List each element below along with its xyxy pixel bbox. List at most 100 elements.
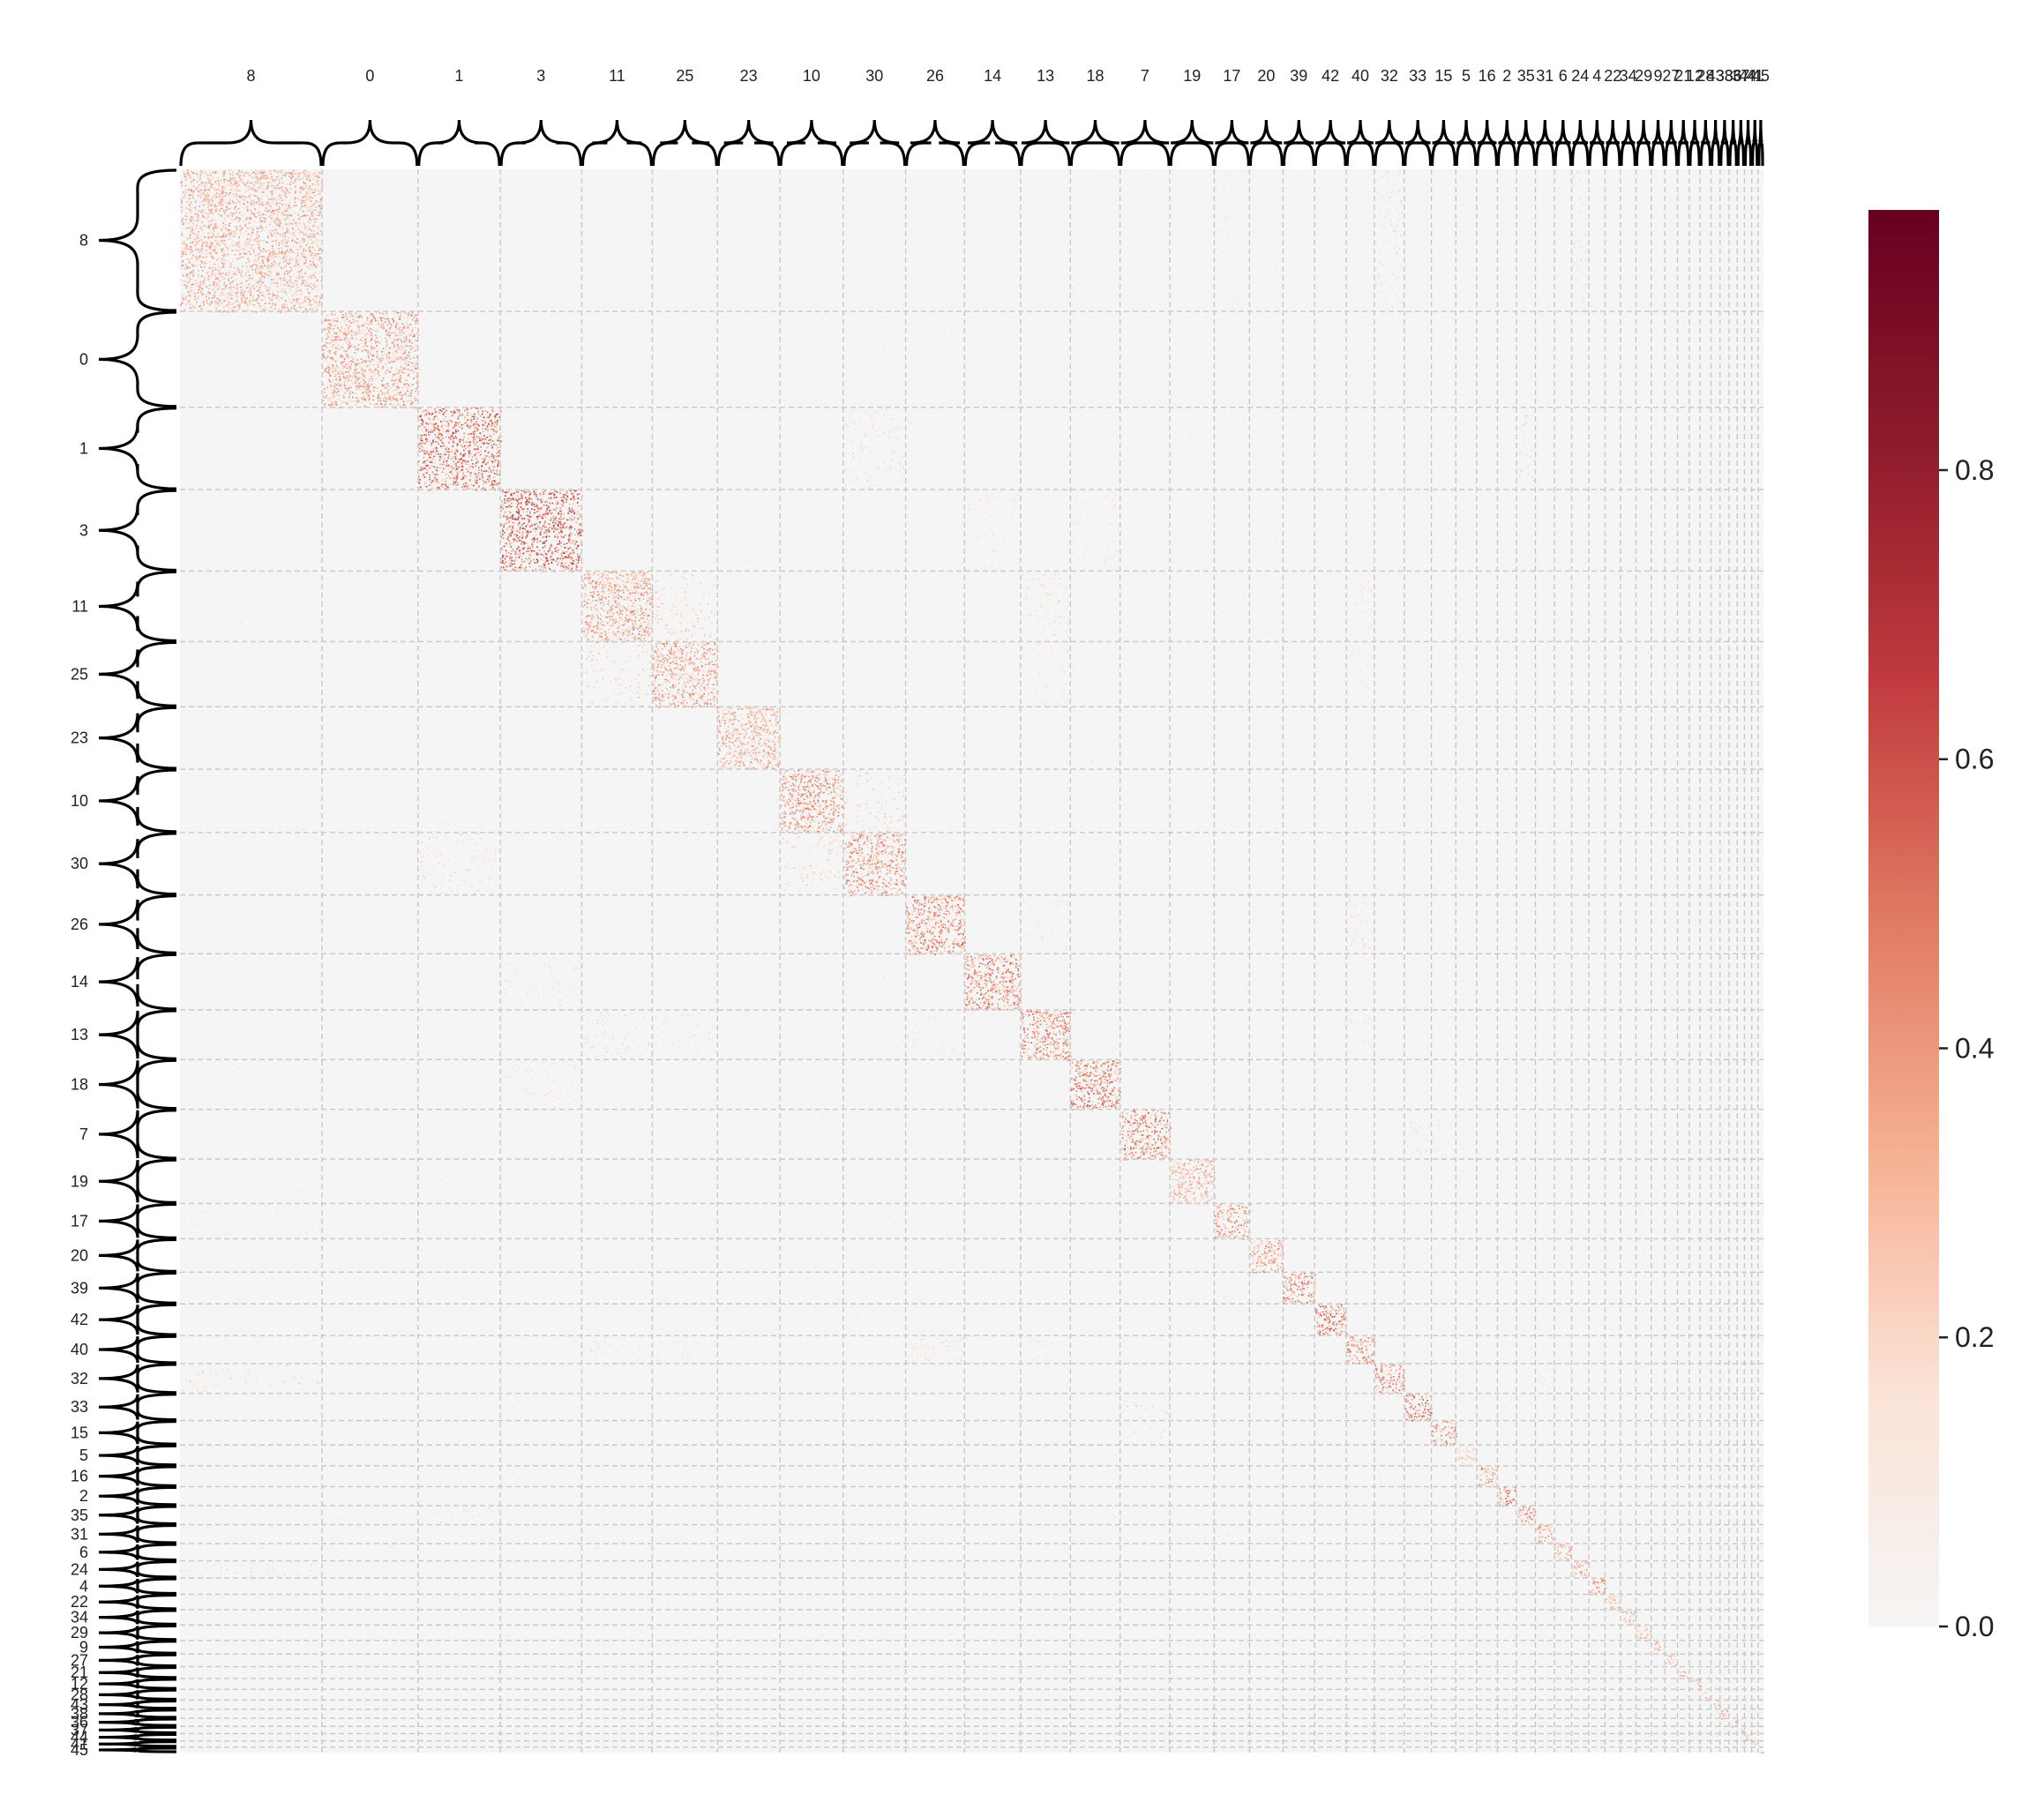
heatmap-cell	[266, 236, 269, 237]
heatmap-cell	[251, 296, 254, 298]
heatmap-cell	[463, 475, 465, 477]
heatmap-cell	[201, 270, 204, 272]
heatmap-cell	[346, 353, 348, 355]
heatmap-cell	[314, 237, 317, 239]
heatmap-cell	[351, 356, 353, 358]
heatmap-cell	[194, 201, 197, 204]
heatmap-cell	[197, 176, 198, 178]
heatmap-cell	[472, 430, 475, 433]
heatmap-cell	[364, 335, 366, 337]
heatmap-cell	[425, 422, 428, 424]
heatmap-cell	[281, 280, 283, 282]
heatmap-cell	[198, 295, 199, 297]
heatmap-cell	[363, 382, 366, 385]
heatmap-cell	[408, 313, 409, 316]
heatmap-cell	[394, 378, 397, 381]
heatmap-cell	[313, 191, 315, 194]
heatmap-cell	[301, 284, 303, 286]
heatmap-cell	[351, 360, 353, 362]
heatmap-cell	[438, 482, 439, 484]
heatmap-cell	[236, 195, 238, 198]
heatmap-cell	[317, 244, 318, 246]
heatmap-cell	[304, 205, 306, 206]
heatmap-cell	[336, 335, 339, 338]
heatmap-cell	[371, 334, 372, 337]
heatmap-cell	[263, 183, 265, 184]
heatmap-cell	[438, 412, 440, 414]
heatmap-cell	[451, 450, 453, 452]
heatmap-cell	[359, 339, 362, 341]
heatmap-cell	[278, 250, 280, 252]
heatmap-cell	[220, 265, 222, 268]
heatmap-cell	[225, 209, 228, 211]
heatmap-cell	[399, 378, 401, 381]
heatmap-cell	[317, 303, 319, 305]
heatmap-cell	[391, 400, 393, 402]
heatmap-cell	[245, 253, 247, 255]
heatmap-cell	[367, 351, 370, 354]
heatmap-cell	[266, 177, 268, 179]
heatmap-cell	[473, 418, 475, 420]
heatmap-cell	[251, 228, 253, 231]
heatmap-cell	[378, 312, 381, 314]
heatmap-cell	[353, 332, 355, 334]
heatmap-cell	[273, 228, 275, 231]
heatmap-cell	[313, 274, 315, 277]
heatmap-cell	[276, 213, 279, 216]
heatmap-cell	[200, 211, 202, 213]
heatmap-cell	[285, 306, 287, 308]
heatmap-cell	[233, 231, 235, 233]
heatmap-cell	[297, 252, 299, 255]
heatmap-cell	[383, 327, 385, 330]
heatmap-cell	[273, 169, 276, 171]
heatmap-cell	[211, 253, 213, 255]
heatmap-cell	[333, 369, 335, 371]
heatmap-cell	[302, 203, 304, 205]
heatmap-cell	[221, 187, 223, 190]
heatmap-cell	[261, 256, 263, 258]
heatmap-cell	[195, 249, 197, 251]
heatmap-cell	[473, 428, 475, 430]
heatmap-cell	[375, 334, 377, 337]
heatmap-cell	[206, 216, 207, 218]
heatmap-cell	[284, 283, 287, 286]
heatmap-cell	[319, 258, 321, 259]
heatmap-cell	[306, 196, 308, 198]
heatmap-cell	[241, 227, 243, 229]
heatmap-cell	[211, 198, 213, 200]
heatmap-cell	[490, 453, 493, 455]
heatmap-cell	[249, 250, 251, 252]
heatmap-cell	[194, 206, 197, 209]
heatmap-cell	[183, 171, 184, 174]
heatmap-cell	[251, 265, 253, 267]
heatmap-cell	[266, 242, 269, 244]
heatmap-cell	[182, 301, 183, 303]
heatmap-cell	[233, 302, 235, 303]
heatmap-cell	[330, 367, 333, 369]
heatmap-cell	[273, 277, 276, 280]
heatmap-cell	[287, 217, 288, 219]
heatmap-cell	[222, 248, 224, 250]
heatmap-cell	[456, 443, 459, 445]
heatmap-cell	[362, 392, 364, 393]
heatmap-cell	[303, 221, 304, 223]
heatmap-cell	[387, 318, 389, 320]
heatmap-cell	[355, 313, 356, 316]
heatmap-cell	[401, 359, 403, 361]
heatmap-cell	[315, 301, 318, 303]
heatmap-cell	[213, 281, 215, 283]
heatmap-cell	[317, 250, 318, 252]
heatmap-cell	[193, 198, 196, 200]
heatmap-cell	[269, 254, 272, 256]
heatmap-cell	[334, 370, 337, 372]
heatmap-cell	[451, 439, 453, 441]
heatmap-cell	[213, 172, 215, 175]
heatmap-cell	[303, 176, 305, 177]
heatmap-cell	[301, 252, 303, 255]
heatmap-cell	[483, 420, 486, 422]
heatmap-cell	[316, 295, 318, 296]
heatmap-cell	[387, 355, 389, 358]
heatmap-cell	[415, 344, 417, 347]
heatmap-cell	[472, 463, 474, 465]
heatmap-cell	[368, 364, 371, 366]
